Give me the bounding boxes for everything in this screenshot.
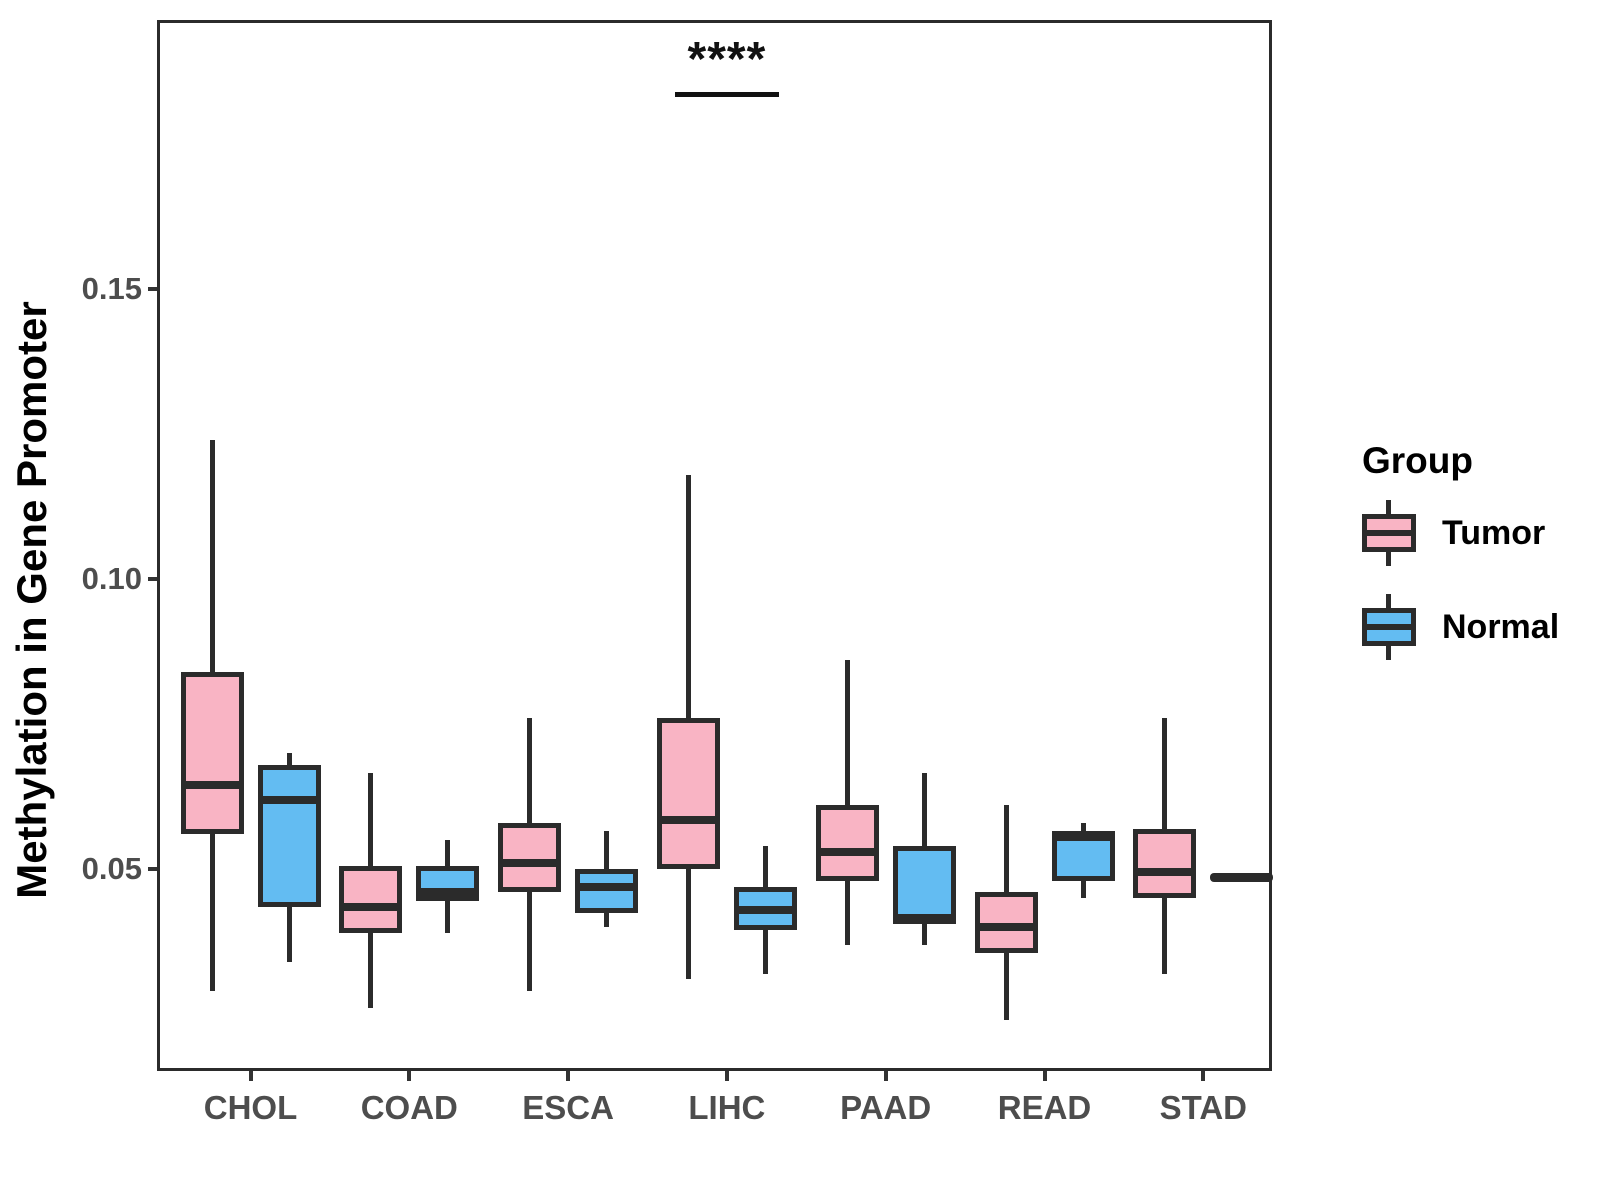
box-CHOL-normal [257, 764, 321, 907]
median-COAD-normal [420, 888, 476, 897]
x-category-label: ESCA [522, 1089, 614, 1126]
x-tick-mark [724, 1071, 729, 1081]
box-PAAD-normal [892, 845, 956, 925]
lower-whisker-ESCA-normal [604, 912, 610, 928]
y-tick-label: 0.15 [81, 271, 142, 307]
box-READ-tumor [974, 892, 1038, 954]
upper-whisker-PAAD-tumor [844, 660, 850, 806]
y-tick-mark [148, 577, 157, 582]
significance-stars: **** [687, 32, 767, 86]
box-LIHC-tumor [656, 718, 720, 870]
lower-whisker-COAD-normal [445, 901, 451, 933]
upper-whisker-ESCA-tumor [527, 718, 533, 823]
lower-whisker-PAAD-normal [921, 924, 927, 945]
median-CHOL-tumor [184, 781, 240, 790]
boxplot-glyph-icon [1362, 594, 1416, 660]
x-category-label: READ [997, 1089, 1092, 1126]
x-tick-mark [1201, 1071, 1206, 1081]
upper-whisker-CHOL-normal [286, 753, 292, 765]
y-tick-label: 0.10 [81, 561, 142, 597]
y-tick-mark [148, 287, 157, 292]
x-tick-mark [407, 1071, 412, 1081]
flat-box-STAD-normal [1210, 872, 1274, 882]
median-READ-tumor [978, 923, 1034, 932]
box-STAD-tumor [1133, 828, 1197, 899]
median-ESCA-normal [579, 882, 635, 891]
median-CHOL-normal [261, 795, 317, 804]
lower-whisker-COAD-tumor [368, 932, 374, 1009]
box-PAAD-tumor [815, 805, 879, 881]
lower-whisker-STAD-tumor [1162, 898, 1168, 974]
significance-bar [674, 91, 779, 97]
median-LIHC-normal [737, 905, 793, 914]
upper-whisker-READ-tumor [1003, 805, 1009, 893]
box-ESCA-tumor [498, 822, 562, 893]
legend-item-tumor: Tumor [1362, 500, 1559, 566]
upper-whisker-CHOL-tumor [209, 439, 215, 672]
lower-whisker-PAAD-tumor [844, 880, 850, 945]
legend-label-tumor: Tumor [1442, 513, 1546, 552]
upper-whisker-ESCA-normal [604, 831, 610, 870]
x-tick-mark [248, 1071, 253, 1081]
x-category-label: COAD [360, 1089, 458, 1126]
y-tick-label: 0.05 [81, 851, 142, 887]
median-STAD-tumor [1137, 868, 1193, 877]
median-READ-normal [1055, 833, 1111, 842]
x-category-label: LIHC [688, 1089, 766, 1126]
legend-title: Group [1362, 440, 1473, 481]
legend-label-normal: Normal [1442, 607, 1560, 646]
plot-panel [157, 20, 1272, 1071]
lower-whisker-READ-normal [1080, 880, 1086, 899]
y-tick-mark [148, 867, 157, 872]
median-PAAD-tumor [819, 847, 875, 856]
median-COAD-tumor [343, 902, 399, 911]
lower-whisker-CHOL-tumor [209, 834, 215, 991]
lower-whisker-READ-tumor [1003, 953, 1009, 1020]
box-ESCA-normal [575, 869, 639, 913]
y-axis-title: Methylation in Gene Promoter [8, 301, 55, 899]
median-PAAD-normal [896, 914, 952, 923]
median-ESCA-tumor [502, 859, 558, 868]
upper-whisker-COAD-tumor [368, 773, 374, 867]
upper-whisker-STAD-tumor [1162, 718, 1168, 829]
upper-whisker-COAD-normal [445, 840, 451, 867]
legend: Group Tumor Normal [1334, 440, 1559, 688]
median-LIHC-tumor [660, 815, 716, 824]
upper-whisker-LIHC-tumor [685, 474, 691, 719]
x-category-label: PAAD [840, 1089, 932, 1126]
x-tick-mark [566, 1071, 571, 1081]
lower-whisker-ESCA-tumor [527, 892, 533, 991]
x-category-label: CHOL [203, 1089, 298, 1126]
lower-whisker-LIHC-tumor [685, 869, 691, 980]
box-CHOL-tumor [180, 671, 244, 835]
boxplot-glyph-icon [1362, 500, 1416, 566]
x-tick-mark [1042, 1071, 1047, 1081]
x-category-label: STAD [1159, 1089, 1247, 1126]
upper-whisker-LIHC-normal [762, 845, 768, 887]
lower-whisker-CHOL-normal [286, 906, 292, 962]
lower-whisker-LIHC-normal [762, 930, 768, 974]
legend-item-normal: Normal [1362, 594, 1559, 660]
upper-whisker-PAAD-normal [921, 773, 927, 846]
box-COAD-tumor [339, 866, 403, 933]
x-tick-mark [883, 1071, 888, 1081]
upper-whisker-READ-normal [1080, 822, 1086, 832]
